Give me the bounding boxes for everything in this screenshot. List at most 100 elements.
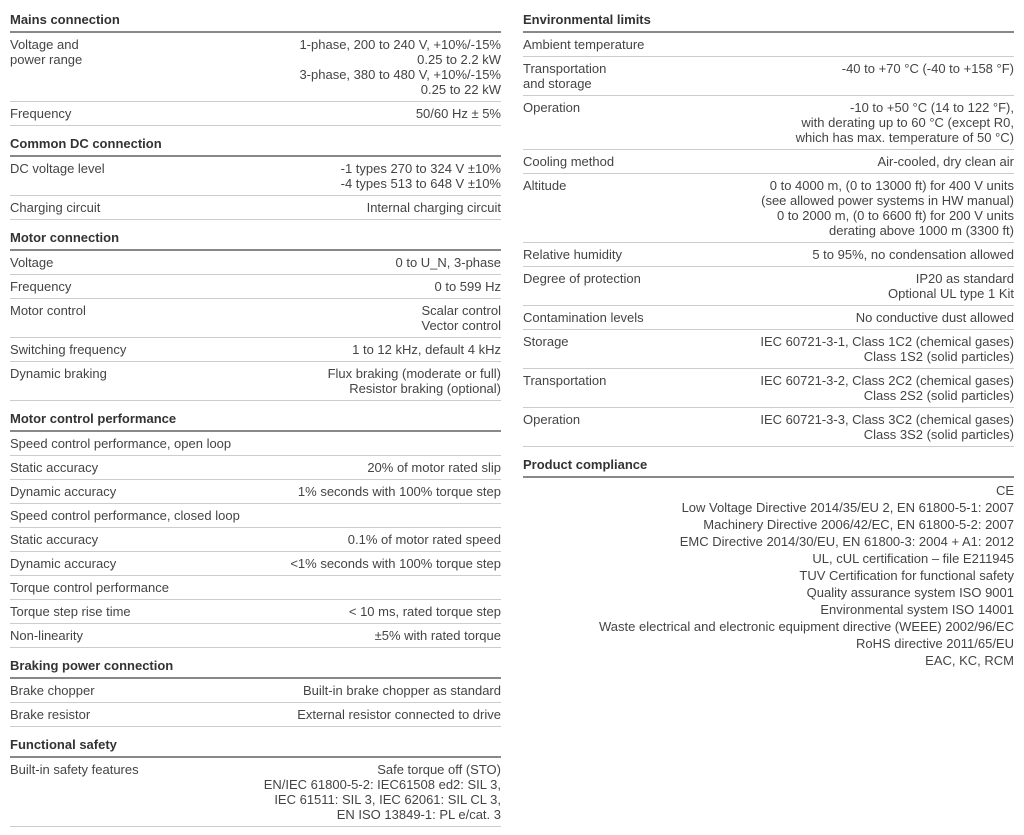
left-column: Mains connection Voltage andpower range1… [10, 8, 501, 827]
spec-row: Storage IEC 60721-3-1, Class 1C2 (chemica… [523, 330, 1014, 369]
spec-row: Frequency 0 to 599 Hz [10, 275, 501, 299]
spec-row: Operation-10 to +50 °C (14 to 122 °F),wi… [523, 96, 1014, 150]
header-safety: Functional safety [10, 733, 501, 758]
compliance-line: Quality assurance system ISO 9001 [523, 584, 1014, 601]
spec-label: DC voltage level [10, 161, 105, 191]
spec-label: Charging circuit [10, 200, 100, 215]
spec-label: Brake resistor [10, 707, 90, 722]
spec-row: OperationIEC 60721-3-3, Class 3C2 (chemi… [523, 408, 1014, 447]
spec-value: IP20 as standardOptional UL type 1 Kit [649, 271, 1014, 301]
header-braking: Braking power connection [10, 654, 501, 679]
spec-label: Frequency [10, 279, 71, 294]
spec-row: Brake resistor External resistor connecte… [10, 703, 501, 727]
spec-value: External resistor connected to drive [98, 707, 501, 722]
spec-row: Dynamic accuracy 1% seconds with 100% tor… [10, 480, 501, 504]
header-dc: Common DC connection [10, 132, 501, 157]
compliance-line: RoHS directive 2011/65/EU [523, 635, 1014, 652]
spec-label: Dynamic accuracy [10, 556, 116, 571]
spec-value: IEC 60721-3-1, Class 1C2 (chemical gases… [577, 334, 1014, 364]
spec-value: Flux braking (moderate or full)Resistor … [115, 366, 501, 396]
rows-mains: Voltage andpower range1-phase, 200 to 24… [10, 33, 501, 126]
header-mains: Mains connection [10, 8, 501, 33]
rows-mcp3: Torque step rise time< 10 ms, rated torq… [10, 600, 501, 648]
spec-value: ±5% with rated torque [91, 628, 501, 643]
spec-value: -10 to +50 °C (14 to 122 °F),with derati… [588, 100, 1014, 145]
spec-row: DC voltage level -1 types 270 to 324 V ±1… [10, 157, 501, 196]
spec-label: Transportation [523, 373, 606, 403]
compliance-line: TUV Certification for functional safety [523, 567, 1014, 584]
spec-row: Cooling method Air-cooled, dry clean air [523, 150, 1014, 174]
compliance-list: CELow Voltage Directive 2014/35/EU 2, EN… [523, 476, 1014, 669]
spec-value: 0 to 4000 m, (0 to 13000 ft) for 400 V u… [574, 178, 1014, 238]
rows-mcp1: Static accuracy 20% of motor rated slip Dy… [10, 456, 501, 504]
spec-label: Voltage [10, 255, 53, 270]
rows-mcp2: Static accuracy 0.1% of motor rated speed… [10, 528, 501, 576]
spec-label: Transportationand storage [523, 61, 606, 91]
spec-row: Degree of protectionIP20 as standardOpti… [523, 267, 1014, 306]
spec-value: -1 types 270 to 324 V ±10%-4 types 513 t… [113, 161, 501, 191]
spec-row: Dynamic braking Flux braking (moderate or… [10, 362, 501, 401]
right-column: Environmental limits Ambient temperature… [523, 8, 1014, 827]
compliance-line: EAC, KC, RCM [523, 652, 1014, 669]
header-mcp: Motor control performance [10, 407, 501, 432]
header-compliance: Product compliance [523, 453, 1014, 476]
spec-row: Built-in safety featuresSafe torque off … [10, 758, 501, 827]
spec-label: Cooling method [523, 154, 614, 169]
header-env: Environmental limits [523, 8, 1014, 33]
spec-value: 0.1% of motor rated speed [106, 532, 501, 547]
compliance-line: Waste electrical and electronic equipmen… [523, 618, 1014, 635]
spec-label: Contamination levels [523, 310, 644, 325]
spec-value: 1 to 12 kHz, default 4 kHz [134, 342, 501, 357]
spec-row: Frequency 50/60 Hz ± 5% [10, 102, 501, 126]
spec-label: Brake chopper [10, 683, 95, 698]
sub-open-loop: Speed control performance, open loop [10, 432, 501, 456]
spec-value: 50/60 Hz ± 5% [79, 106, 501, 121]
spec-label: Motor control [10, 303, 86, 333]
spec-label: Dynamic accuracy [10, 484, 116, 499]
spec-value: Air-cooled, dry clean air [622, 154, 1014, 169]
spec-label: Dynamic braking [10, 366, 107, 396]
spec-label: Static accuracy [10, 460, 98, 475]
compliance-line: UL, cUL certification – file E211945 [523, 550, 1014, 567]
spec-value: No conductive dust allowed [652, 310, 1014, 325]
spec-row: Altitude0 to 4000 m, (0 to 13000 ft) for… [523, 174, 1014, 243]
spec-label: Altitude [523, 178, 566, 238]
spec-row: Torque step rise time< 10 ms, rated torq… [10, 600, 501, 624]
compliance-line: CE [523, 482, 1014, 499]
spec-row: Relative humidity 5 to 95%, no condensati… [523, 243, 1014, 267]
spec-label: Non-linearity [10, 628, 83, 643]
spec-row: Brake chopper Built-in brake chopper as s… [10, 679, 501, 703]
sub-closed-loop: Speed control performance, closed loop [10, 504, 501, 528]
compliance-line: Low Voltage Directive 2014/35/EU 2, EN 6… [523, 499, 1014, 516]
spec-label: Static accuracy [10, 532, 98, 547]
spec-value: Internal charging circuit [108, 200, 501, 215]
spec-value: 20% of motor rated slip [106, 460, 501, 475]
spec-row: Non-linearity ±5% with rated torque [10, 624, 501, 648]
spec-label: Relative humidity [523, 247, 622, 262]
rows-env: Transportationand storage -40 to +70 °C (… [523, 57, 1014, 447]
rows-braking: Brake chopper Built-in brake chopper as s… [10, 679, 501, 727]
spec-label: Operation [523, 412, 580, 442]
spec-value: <1% seconds with 100% torque step [124, 556, 501, 571]
rows-motor: Voltage0 to U_N, 3-phaseFrequency0 to 59… [10, 251, 501, 401]
spec-value: Built-in brake chopper as standard [103, 683, 501, 698]
spec-row: Charging circuit Internal charging circui… [10, 196, 501, 220]
spec-label: Frequency [10, 106, 71, 121]
spec-label: Switching frequency [10, 342, 126, 357]
spec-value: < 10 ms, rated torque step [139, 604, 501, 619]
spec-value: 5 to 95%, no condensation allowed [630, 247, 1014, 262]
spec-row: Motor controlScalar controlVector contro… [10, 299, 501, 338]
compliance-line: Machinery Directive 2006/42/EC, EN 61800… [523, 516, 1014, 533]
sub-torque: Torque control performance [10, 576, 501, 600]
spec-value: -40 to +70 °C (-40 to +158 °F) [614, 61, 1014, 91]
spec-value: 1% seconds with 100% torque step [124, 484, 501, 499]
spec-label: Storage [523, 334, 569, 364]
rows-dc: DC voltage level -1 types 270 to 324 V ±1… [10, 157, 501, 220]
spec-row: Transportationand storage -40 to +70 °C (… [523, 57, 1014, 96]
spec-value: 0 to 599 Hz [79, 279, 501, 294]
compliance-line: EMC Directive 2014/30/EU, EN 61800-3: 20… [523, 533, 1014, 550]
spec-row: Contamination levels No conductive dust a… [523, 306, 1014, 330]
rows-safety: Built-in safety featuresSafe torque off … [10, 758, 501, 827]
spec-row: Static accuracy 0.1% of motor rated speed [10, 528, 501, 552]
spec-row: TransportationIEC 60721-3-2, Class 2C2 (… [523, 369, 1014, 408]
